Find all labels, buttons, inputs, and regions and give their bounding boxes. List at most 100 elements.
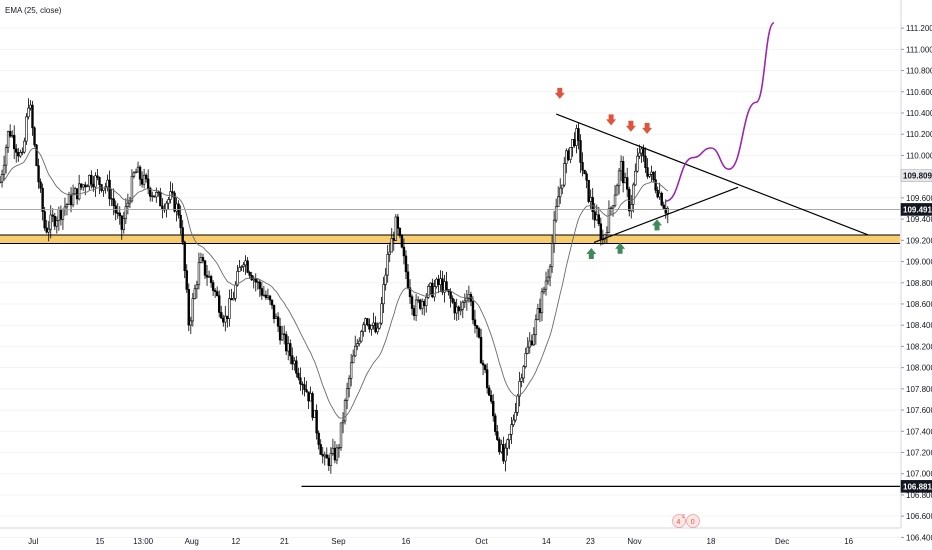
candle-body	[341, 420, 345, 424]
candle-body	[349, 362, 353, 379]
candle-body	[61, 209, 65, 220]
candle-body	[234, 284, 237, 299]
candle-body	[86, 185, 89, 188]
candle-body	[441, 278, 444, 293]
candle-body	[323, 454, 326, 457]
candle-body	[542, 288, 546, 293]
candle-body	[280, 333, 284, 341]
arrow-down-icon	[606, 114, 617, 126]
candle-body	[605, 232, 609, 236]
candle-body	[266, 295, 270, 298]
candle-body	[593, 211, 596, 221]
candle-body	[329, 453, 333, 466]
candle-body	[550, 243, 554, 268]
price-tick-label: 111.000	[906, 45, 932, 54]
candle-body	[609, 207, 613, 210]
candle-body	[374, 322, 377, 333]
candle-body	[303, 384, 306, 390]
price-tick-label: 111.200	[906, 24, 932, 33]
candle-body	[151, 195, 154, 197]
candle-body	[607, 208, 611, 233]
candle-body	[222, 317, 225, 323]
candle-body	[0, 174, 4, 183]
candle-body	[165, 202, 168, 211]
lower-trendline	[593, 186, 739, 243]
candle-body	[613, 194, 617, 207]
candle-body	[356, 343, 359, 347]
candle-body	[126, 202, 130, 207]
candle-body	[400, 235, 404, 248]
candle-body	[638, 152, 641, 157]
candle-body	[534, 319, 538, 335]
candle-body	[404, 255, 408, 273]
candle-body	[556, 196, 560, 208]
candle-body	[120, 215, 123, 230]
badge-superscript: 2	[682, 514, 685, 520]
candle-body	[416, 299, 420, 302]
candle-body	[632, 184, 635, 205]
candle-body	[128, 200, 132, 204]
candle-body	[226, 315, 229, 319]
candle-body	[67, 194, 71, 205]
candle-body	[510, 424, 513, 435]
price-axis[interactable]: 111.200 111.000 110.800 110.600 110.400 110.2…	[900, 0, 932, 542]
candle-body	[246, 260, 249, 273]
candle-body	[272, 304, 276, 320]
candle-body	[498, 439, 501, 453]
candle-body	[410, 296, 414, 309]
candle-body	[522, 366, 525, 379]
candle-body	[384, 274, 387, 285]
arrow-down-icon	[554, 87, 565, 99]
price-tick-label: 108.200	[906, 342, 932, 351]
candle-body	[6, 131, 10, 148]
candle-body	[366, 318, 369, 325]
candle-body	[199, 257, 203, 263]
price-tag-label: 106.881	[903, 482, 932, 491]
candle-body	[595, 214, 598, 221]
candle-body	[351, 355, 355, 364]
candle-body	[335, 447, 339, 461]
indicator-label[interactable]: EMA (25, close)	[5, 6, 62, 15]
candle-body	[319, 444, 322, 455]
candle-body	[650, 171, 653, 175]
badge[interactable]: 420	[672, 514, 700, 528]
candle-body	[634, 170, 637, 186]
candle-body	[313, 410, 316, 418]
candle-body	[473, 319, 477, 326]
time-axis[interactable]: Jul 15 13:00 Aug 12 21 Sep 16 Oct 14 23 Nov 18 Dec 16	[0, 527, 900, 546]
candle-body	[252, 278, 255, 281]
candle-body	[215, 291, 219, 296]
badge-left-icon	[672, 514, 686, 528]
candle-body	[238, 267, 241, 272]
candle-body	[53, 216, 57, 227]
candle-body	[368, 324, 371, 330]
candle-body	[106, 179, 109, 188]
candle-body	[41, 187, 44, 212]
candle-body	[191, 298, 195, 322]
price-tag	[900, 480, 932, 493]
candle-body	[362, 324, 365, 332]
candle-body	[459, 309, 462, 312]
candle-body	[94, 175, 97, 188]
candle-body	[181, 227, 184, 243]
candle-body	[278, 325, 282, 341]
candle-body	[33, 127, 36, 146]
price-tick-label: 107.400	[906, 427, 932, 436]
candle-body	[232, 297, 235, 301]
candle-body	[520, 377, 523, 382]
price-tag-label: 109.809	[903, 172, 932, 181]
candle-body	[648, 174, 651, 177]
candle-body	[532, 334, 536, 346]
candle-body	[518, 381, 521, 397]
candle-body	[301, 383, 304, 386]
drawings[interactable]	[0, 22, 900, 488]
candle-body	[179, 214, 182, 228]
candle-body	[660, 192, 663, 206]
candle-body	[311, 393, 314, 418]
price-tick-label: 106.600	[906, 512, 932, 521]
candle-body	[439, 278, 442, 285]
price-tick-label: 110.800	[906, 67, 932, 76]
candle-body	[307, 391, 310, 402]
candle-body	[195, 284, 199, 290]
